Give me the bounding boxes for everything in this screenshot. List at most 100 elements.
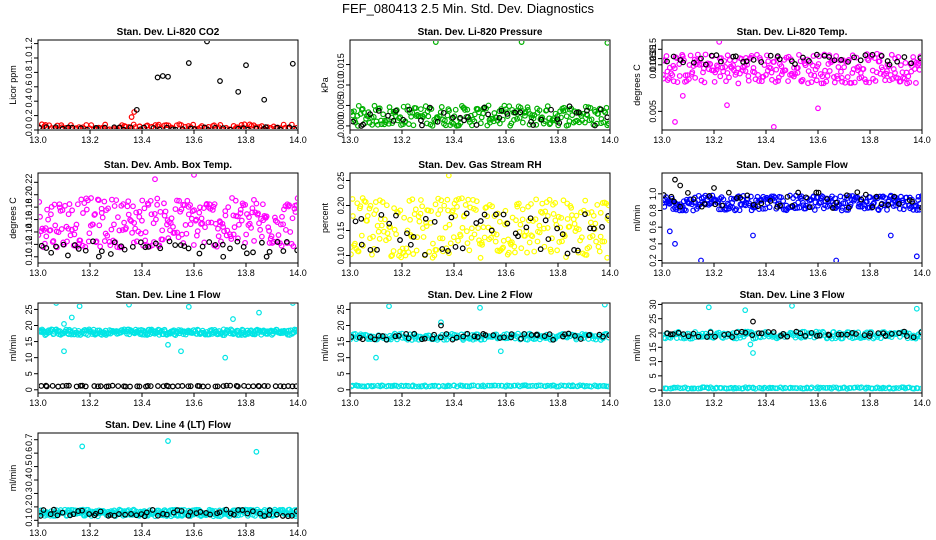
data-point bbox=[492, 238, 499, 245]
data-point bbox=[371, 383, 377, 389]
data-point bbox=[896, 198, 903, 205]
data-point bbox=[47, 511, 54, 518]
data-point bbox=[919, 193, 921, 199]
data-point bbox=[519, 216, 526, 223]
data-point bbox=[243, 250, 250, 257]
data-point bbox=[904, 333, 910, 339]
data-point bbox=[568, 204, 575, 211]
data-point bbox=[279, 213, 285, 220]
data-point bbox=[455, 196, 462, 202]
data-point bbox=[805, 80, 811, 87]
data-point bbox=[718, 385, 725, 391]
data-point bbox=[806, 204, 813, 210]
data-point bbox=[253, 125, 260, 129]
data-point bbox=[157, 245, 164, 252]
outlier-point bbox=[159, 73, 166, 79]
panel-title: Stan. Dev. Line 4 (LT) Flow bbox=[105, 420, 231, 431]
data-point bbox=[446, 221, 453, 228]
data-point bbox=[428, 208, 435, 214]
data-point bbox=[465, 196, 472, 203]
data-point bbox=[261, 382, 268, 389]
data-point bbox=[882, 194, 889, 201]
data-point bbox=[835, 75, 841, 82]
data-point bbox=[582, 119, 588, 126]
data-point bbox=[50, 506, 57, 513]
outlier-point bbox=[76, 304, 83, 310]
data-point bbox=[227, 382, 234, 389]
points-layer bbox=[39, 174, 297, 260]
data-point bbox=[745, 77, 752, 84]
data-point bbox=[755, 72, 761, 78]
data-point bbox=[668, 193, 675, 200]
data-point bbox=[676, 73, 683, 79]
data-point bbox=[351, 196, 356, 202]
y-tick-label: 0.15 bbox=[336, 222, 346, 240]
data-point bbox=[245, 126, 251, 129]
data-point bbox=[538, 116, 545, 123]
data-point bbox=[473, 220, 480, 226]
data-point bbox=[794, 64, 801, 71]
data-point bbox=[107, 242, 114, 249]
plot-frame bbox=[37, 172, 299, 264]
data-point bbox=[147, 197, 154, 204]
data-point bbox=[295, 512, 297, 518]
data-point bbox=[666, 75, 672, 82]
data-point bbox=[283, 238, 290, 245]
data-point bbox=[550, 211, 557, 217]
data-point bbox=[816, 332, 823, 339]
data-point bbox=[55, 229, 62, 236]
x-tick-label: 14.0 bbox=[289, 268, 307, 278]
data-point bbox=[707, 329, 714, 336]
y-tick-label: 0.0 bbox=[24, 124, 34, 137]
data-point bbox=[603, 104, 609, 111]
data-point bbox=[679, 203, 686, 210]
data-point bbox=[402, 252, 409, 259]
data-point bbox=[713, 52, 720, 59]
data-point bbox=[110, 127, 116, 129]
x-tick-label: 13.8 bbox=[237, 528, 255, 538]
x-tick-label: 13.2 bbox=[81, 398, 99, 408]
data-point bbox=[86, 511, 93, 517]
outlier-point bbox=[290, 304, 296, 306]
data-point bbox=[526, 121, 533, 128]
data-point bbox=[243, 125, 250, 129]
y-tick-label: 0.10 bbox=[24, 248, 34, 266]
data-point bbox=[294, 195, 297, 202]
data-point bbox=[605, 202, 609, 209]
data-point bbox=[265, 383, 271, 390]
outlier-point bbox=[742, 307, 749, 314]
data-point bbox=[549, 235, 555, 242]
data-point bbox=[853, 331, 859, 337]
x-tick-label: 13.2 bbox=[705, 135, 723, 145]
data-point bbox=[564, 216, 571, 222]
plot-frame bbox=[661, 172, 923, 264]
data-point bbox=[670, 78, 677, 85]
data-point bbox=[65, 225, 72, 232]
data-point bbox=[878, 201, 885, 208]
points-layer bbox=[39, 304, 297, 390]
data-point bbox=[177, 242, 184, 249]
data-point bbox=[185, 211, 192, 218]
data-point bbox=[39, 242, 45, 249]
data-point bbox=[451, 382, 457, 389]
data-point bbox=[48, 211, 54, 218]
data-point bbox=[66, 201, 73, 207]
data-point bbox=[818, 80, 825, 87]
data-point bbox=[440, 109, 447, 116]
data-point bbox=[293, 508, 297, 515]
data-point bbox=[539, 114, 546, 121]
data-point bbox=[508, 239, 515, 246]
y-tick-label: 0.8 bbox=[24, 66, 34, 79]
data-point bbox=[861, 205, 868, 212]
data-point bbox=[48, 249, 55, 256]
data-point bbox=[366, 205, 373, 212]
data-point bbox=[355, 102, 362, 109]
data-point bbox=[493, 211, 499, 218]
data-point bbox=[72, 126, 79, 129]
data-point bbox=[163, 124, 170, 129]
data-point bbox=[721, 58, 728, 64]
data-point bbox=[68, 226, 75, 233]
data-point bbox=[212, 124, 219, 129]
data-point bbox=[902, 203, 909, 209]
data-point bbox=[501, 334, 507, 341]
